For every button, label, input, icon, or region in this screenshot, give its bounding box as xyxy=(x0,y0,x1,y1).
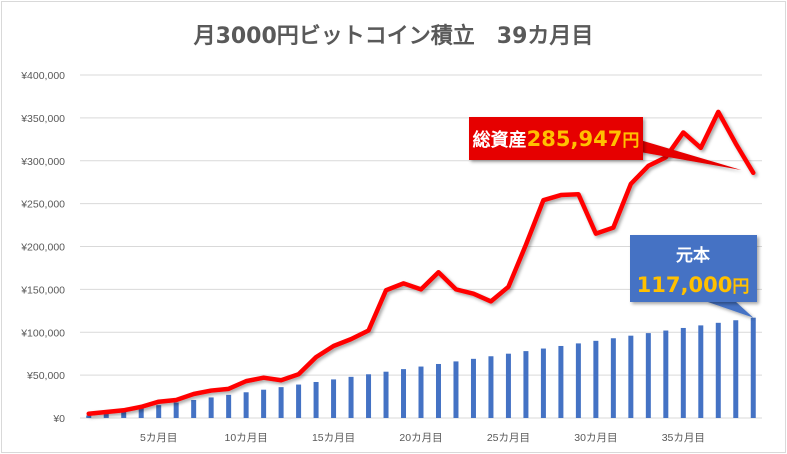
x-tick-label: 25カ月目 xyxy=(487,432,530,444)
bar-principal xyxy=(296,384,302,418)
y-tick-label: ¥150,000 xyxy=(20,284,65,296)
callout-principal-label: 元本 xyxy=(676,245,710,266)
bar-principal xyxy=(750,317,756,418)
callout-total-unit: 円 xyxy=(622,131,639,151)
callout-pointer-total xyxy=(640,140,742,170)
bar-principal xyxy=(610,338,616,418)
y-tick-label: ¥100,000 xyxy=(20,327,65,339)
bar-principal xyxy=(523,351,529,418)
bar-principal xyxy=(575,343,581,418)
y-tick-label: ¥0 xyxy=(52,413,65,425)
callout-total-label: 総資産 xyxy=(473,129,527,151)
x-tick-label: 10カ月目 xyxy=(225,432,268,444)
bar-principal xyxy=(103,412,109,418)
bar-principal xyxy=(331,379,337,418)
bar-principal xyxy=(558,345,564,418)
callout-total-box xyxy=(469,117,643,160)
callout-principal-text: 117,000円 xyxy=(637,273,750,297)
y-tick-label: ¥300,000 xyxy=(20,156,65,168)
bar-principal xyxy=(383,371,389,418)
y-tick-label: ¥400,000 xyxy=(20,70,65,82)
bar-principal xyxy=(86,415,92,418)
bar-principal xyxy=(226,394,232,418)
x-tick-label: 35カ月目 xyxy=(662,432,705,444)
bar-principal xyxy=(733,320,739,418)
bar-principal xyxy=(366,374,372,418)
callout-principal-value: 117,000 xyxy=(637,273,733,297)
line-total-assets xyxy=(86,109,756,416)
bar-principal xyxy=(208,397,214,418)
callout-pointer-principal xyxy=(705,301,754,318)
callout-total-value: 285,947 xyxy=(527,127,623,151)
x-tick-label: 15カ月目 xyxy=(312,432,355,444)
bar-principal xyxy=(243,392,249,418)
bar-principal xyxy=(313,381,319,418)
bar-principal xyxy=(540,348,546,418)
bar-principal xyxy=(435,363,441,418)
x-tick-label: 5カ月目 xyxy=(140,432,177,444)
chart-title: 月3000円ビットコイン積立 39カ月目 xyxy=(193,24,594,49)
bar-principal xyxy=(418,366,424,418)
bar-principal xyxy=(191,399,197,418)
y-tick-label: ¥250,000 xyxy=(20,199,65,211)
bar-principal xyxy=(663,330,669,418)
y-tick-label: ¥50,000 xyxy=(26,370,65,382)
x-tick-label: 20カ月目 xyxy=(399,432,442,444)
callout-principal-box xyxy=(630,235,757,302)
bar-principal xyxy=(488,356,494,418)
bar-principal xyxy=(645,333,651,418)
bar-principal xyxy=(261,389,267,418)
bar-principal xyxy=(505,353,511,418)
bar-principal xyxy=(715,322,721,418)
bar-principal xyxy=(698,325,704,418)
bar-principal xyxy=(121,410,127,418)
bar-principal xyxy=(593,340,599,418)
callout-total-text: 総資産285,947円 xyxy=(473,127,640,151)
bar-principal xyxy=(470,358,476,418)
y-tick-label: ¥200,000 xyxy=(20,242,65,254)
x-tick-label: 30カ月目 xyxy=(574,432,617,444)
y-tick-label: ¥350,000 xyxy=(20,113,65,125)
bar-principal xyxy=(156,405,162,418)
bar-principal xyxy=(680,327,686,418)
bar-principal xyxy=(138,407,144,418)
callout-principal-unit: 円 xyxy=(732,277,749,297)
bar-principal xyxy=(278,387,284,418)
bar-principal xyxy=(453,361,459,418)
bar-principal xyxy=(348,376,354,418)
bar-principal xyxy=(628,335,634,418)
bar-principal xyxy=(173,402,179,418)
bar-principal xyxy=(401,369,407,418)
